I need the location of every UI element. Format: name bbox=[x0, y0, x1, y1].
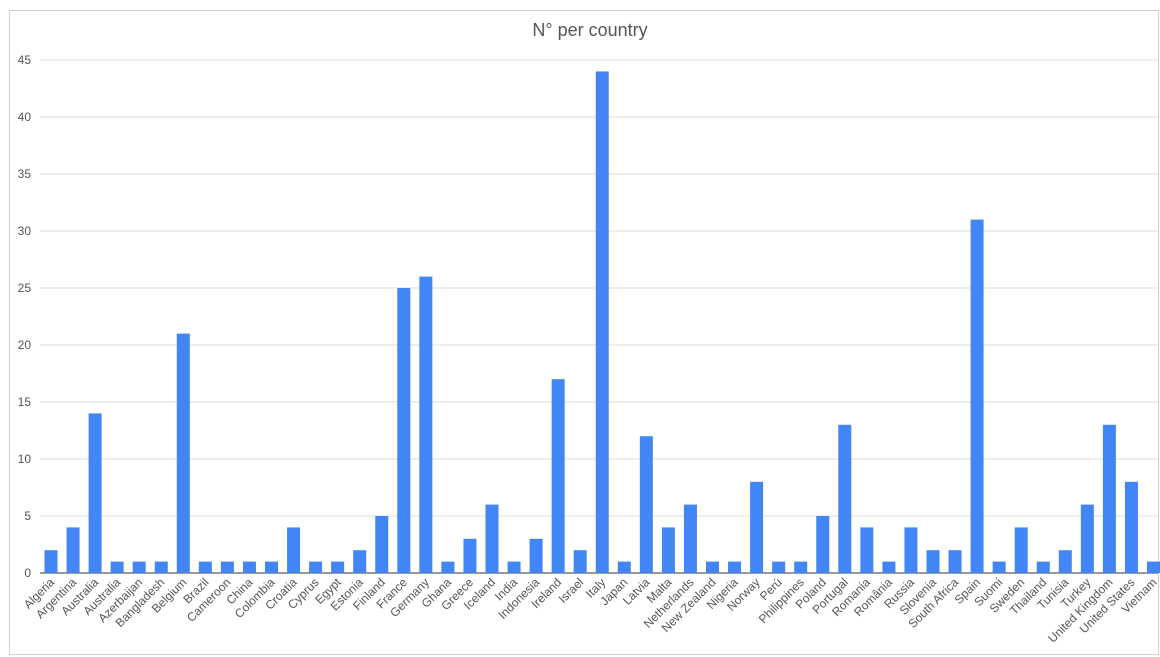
y-tick-label: 15 bbox=[18, 395, 32, 409]
y-tick-label: 45 bbox=[18, 53, 32, 67]
bar bbox=[816, 516, 830, 573]
x-axis-ticks: AlgeriaArgentinaAustraliaAustraliaAzerba… bbox=[21, 575, 1160, 646]
bar bbox=[375, 516, 389, 573]
bar bbox=[507, 561, 521, 573]
bar bbox=[551, 379, 565, 573]
bar bbox=[132, 561, 146, 573]
bar bbox=[794, 561, 808, 573]
bar bbox=[970, 219, 984, 573]
bar bbox=[617, 561, 631, 573]
y-tick-label: 35 bbox=[18, 167, 32, 181]
bar bbox=[110, 561, 124, 573]
bar bbox=[198, 561, 212, 573]
x-tick-label: Israel bbox=[556, 575, 587, 606]
bar bbox=[309, 561, 323, 573]
bar bbox=[595, 71, 609, 574]
bar bbox=[220, 561, 234, 573]
bar bbox=[639, 436, 653, 573]
bar bbox=[463, 538, 477, 573]
y-axis-ticks: 0 5 10 15 20 25 30 35 40 45 bbox=[18, 53, 32, 580]
bar bbox=[397, 288, 411, 573]
bar bbox=[353, 550, 367, 573]
bar bbox=[1102, 424, 1116, 573]
bar bbox=[88, 413, 102, 573]
bar bbox=[838, 424, 852, 573]
bar bbox=[1080, 504, 1094, 573]
bar bbox=[265, 561, 278, 573]
bar bbox=[992, 561, 1006, 573]
y-tick-label: 30 bbox=[18, 224, 32, 238]
y-tick-label: 40 bbox=[18, 110, 32, 124]
bar bbox=[1147, 561, 1160, 573]
bar bbox=[860, 527, 874, 573]
bar bbox=[926, 550, 940, 573]
bar bbox=[441, 561, 455, 573]
bar bbox=[485, 504, 499, 573]
bar bbox=[1058, 550, 1072, 573]
bar bbox=[1036, 561, 1050, 573]
bar bbox=[573, 550, 587, 573]
bar bbox=[706, 561, 719, 573]
bar bbox=[728, 561, 742, 573]
bar bbox=[529, 538, 543, 573]
bars bbox=[44, 71, 1160, 574]
y-tick-label: 5 bbox=[24, 509, 31, 523]
bar bbox=[154, 561, 168, 573]
bar bbox=[44, 550, 58, 573]
y-tick-label: 0 bbox=[24, 566, 31, 580]
bar bbox=[904, 527, 918, 573]
bar bbox=[948, 550, 962, 573]
bar bbox=[242, 561, 256, 573]
bar bbox=[287, 527, 301, 573]
bar bbox=[419, 276, 433, 573]
y-tick-label: 20 bbox=[18, 338, 32, 352]
bar bbox=[66, 527, 80, 573]
chart-title: N° per country bbox=[532, 20, 648, 40]
bar bbox=[882, 561, 896, 573]
bar bbox=[331, 561, 345, 573]
y-tick-label: 10 bbox=[18, 452, 32, 466]
bar bbox=[1124, 481, 1138, 573]
bar bbox=[683, 504, 697, 573]
bar bbox=[1014, 527, 1028, 573]
y-tick-label: 25 bbox=[18, 281, 32, 295]
bar bbox=[176, 333, 190, 573]
bar bbox=[750, 481, 764, 573]
bar bbox=[772, 561, 786, 573]
bar bbox=[661, 527, 675, 573]
